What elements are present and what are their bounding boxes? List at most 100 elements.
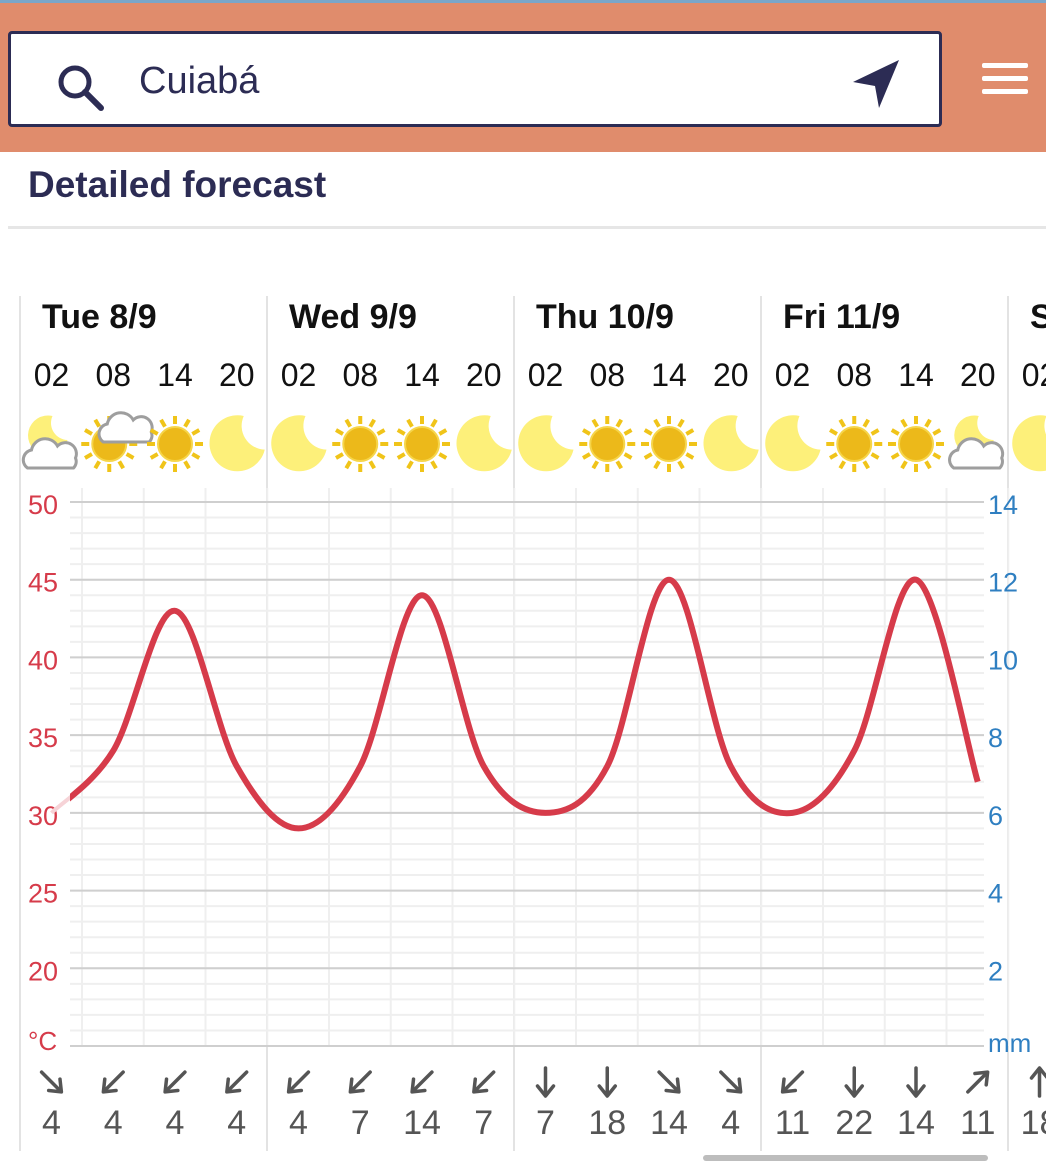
arrow-south-icon bbox=[906, 1066, 926, 1098]
precipitation-axis-tick: 14 bbox=[988, 490, 1018, 520]
moon-icon bbox=[456, 415, 512, 472]
sun-ray bbox=[643, 452, 653, 460]
temperature-axis-tick: 20 bbox=[28, 956, 58, 986]
sun-disc bbox=[404, 426, 440, 462]
arrow-shaft bbox=[103, 1070, 125, 1093]
wind-speed: 22 bbox=[835, 1104, 873, 1142]
arrow-head bbox=[726, 1077, 743, 1094]
sun-ray bbox=[685, 452, 695, 460]
location-arrow-icon[interactable] bbox=[847, 56, 905, 114]
sun-ray bbox=[582, 452, 591, 460]
sun-ray bbox=[582, 428, 591, 436]
hour-label: 02 bbox=[775, 357, 811, 393]
precipitation-axis-tick: 8 bbox=[988, 723, 1003, 753]
precipitation-axis-unit: mm bbox=[988, 1028, 1031, 1058]
sun-ray bbox=[93, 418, 101, 428]
hour-label: 02 bbox=[528, 357, 564, 393]
sun-ray bbox=[890, 452, 900, 460]
arrow-head bbox=[906, 1084, 926, 1098]
moon-shape bbox=[703, 415, 759, 472]
arrow-south-icon bbox=[535, 1066, 556, 1098]
wind-speed: 7 bbox=[474, 1104, 493, 1142]
moon-icon bbox=[209, 415, 265, 472]
arrow-head bbox=[664, 1077, 681, 1094]
arrow-head bbox=[101, 1077, 118, 1094]
moon-icon bbox=[518, 415, 574, 472]
sun-ray bbox=[84, 428, 93, 436]
temperature-axis-unit: °C bbox=[28, 1026, 57, 1056]
sun-ray bbox=[932, 428, 942, 436]
sun-ray bbox=[191, 428, 201, 436]
wind-speed: 18 bbox=[1021, 1104, 1046, 1142]
search-value[interactable]: Cuiabá bbox=[139, 60, 260, 102]
sun-ray bbox=[829, 428, 838, 436]
arrow-south-east-icon bbox=[719, 1070, 743, 1094]
wind-speed: 4 bbox=[42, 1104, 61, 1142]
forecast-panel[interactable]: Tue 8/9 Wed 9/9 Thu 10/9 Fri 11/9 S 02 08 14 20 0… bbox=[0, 296, 1046, 1161]
sun-ray bbox=[838, 460, 846, 470]
sun-ray bbox=[924, 460, 932, 470]
search-input[interactable]: Cuiabá bbox=[8, 31, 942, 127]
moon-shape bbox=[765, 415, 821, 472]
temperature-axis-tick: 25 bbox=[28, 879, 58, 909]
hour-label: 08 bbox=[836, 357, 872, 393]
arrow-south-east-icon bbox=[39, 1070, 64, 1094]
wind-speed: 4 bbox=[104, 1104, 123, 1142]
arrow-head bbox=[410, 1077, 427, 1094]
arrow-south-icon bbox=[597, 1066, 617, 1098]
sun-ray bbox=[335, 428, 344, 436]
arrow-shaft bbox=[350, 1070, 372, 1093]
sun-disc bbox=[898, 426, 934, 462]
wind-speed: 14 bbox=[897, 1104, 935, 1142]
sun-icon bbox=[332, 416, 389, 472]
sun-ray bbox=[183, 460, 191, 470]
wind-speed: 14 bbox=[403, 1104, 441, 1142]
sun-ray bbox=[591, 418, 599, 428]
arrow-head bbox=[1029, 1066, 1046, 1080]
sun-icon bbox=[147, 416, 203, 472]
arrow-shaft bbox=[719, 1070, 741, 1093]
cloud-shape bbox=[97, 411, 154, 444]
sun-ray bbox=[149, 428, 159, 436]
arrow-head bbox=[472, 1077, 489, 1094]
temperature-axis-tick: 40 bbox=[28, 645, 58, 675]
sun-ray bbox=[862, 418, 870, 428]
search-icon[interactable] bbox=[55, 62, 107, 114]
sun-disc bbox=[651, 426, 687, 462]
horizontal-scrollbar[interactable] bbox=[703, 1155, 988, 1161]
sun-ray bbox=[368, 418, 376, 428]
cloud-shape bbox=[21, 437, 78, 470]
sun-disc bbox=[589, 426, 626, 462]
forecast-chart: Tue 8/9 Wed 9/9 Thu 10/9 Fri 11/9 S 02 08 14 20 0… bbox=[19, 296, 1046, 1151]
temperature-axis-tick: 45 bbox=[28, 568, 58, 598]
sun-ray bbox=[623, 428, 633, 436]
sun-ray bbox=[430, 418, 438, 428]
moon-icon bbox=[765, 415, 821, 472]
sun-ray bbox=[924, 418, 932, 428]
precipitation-axis-tick: 2 bbox=[988, 956, 1003, 986]
moon-icon bbox=[1012, 415, 1046, 472]
sun-ray bbox=[159, 460, 167, 470]
sun-ray bbox=[406, 460, 414, 470]
moon-shape bbox=[209, 415, 265, 472]
precipitation-axis-tick: 12 bbox=[988, 568, 1018, 598]
wind-speed: 4 bbox=[166, 1104, 185, 1142]
hour-label: 14 bbox=[404, 357, 440, 393]
moon-icon bbox=[271, 415, 327, 472]
sun-ray bbox=[900, 418, 908, 428]
precipitation-axis-tick: 4 bbox=[988, 879, 1003, 909]
arrow-south-west-icon bbox=[410, 1070, 434, 1094]
sun-ray bbox=[615, 460, 623, 470]
sun-ray bbox=[159, 418, 167, 428]
sun-ray bbox=[149, 452, 159, 460]
temperature-axis-tick: 50 bbox=[28, 490, 58, 520]
arrow-head bbox=[535, 1084, 556, 1098]
partly-cloudy-night-icon bbox=[948, 415, 1005, 470]
sun-ray bbox=[653, 418, 661, 428]
arrow-shaft bbox=[782, 1070, 805, 1093]
sun-ray bbox=[643, 428, 653, 436]
sun-ray bbox=[870, 452, 880, 460]
sun-ray bbox=[84, 452, 93, 460]
hamburger-menu-icon[interactable] bbox=[980, 59, 1030, 99]
sun-ray bbox=[829, 452, 838, 460]
